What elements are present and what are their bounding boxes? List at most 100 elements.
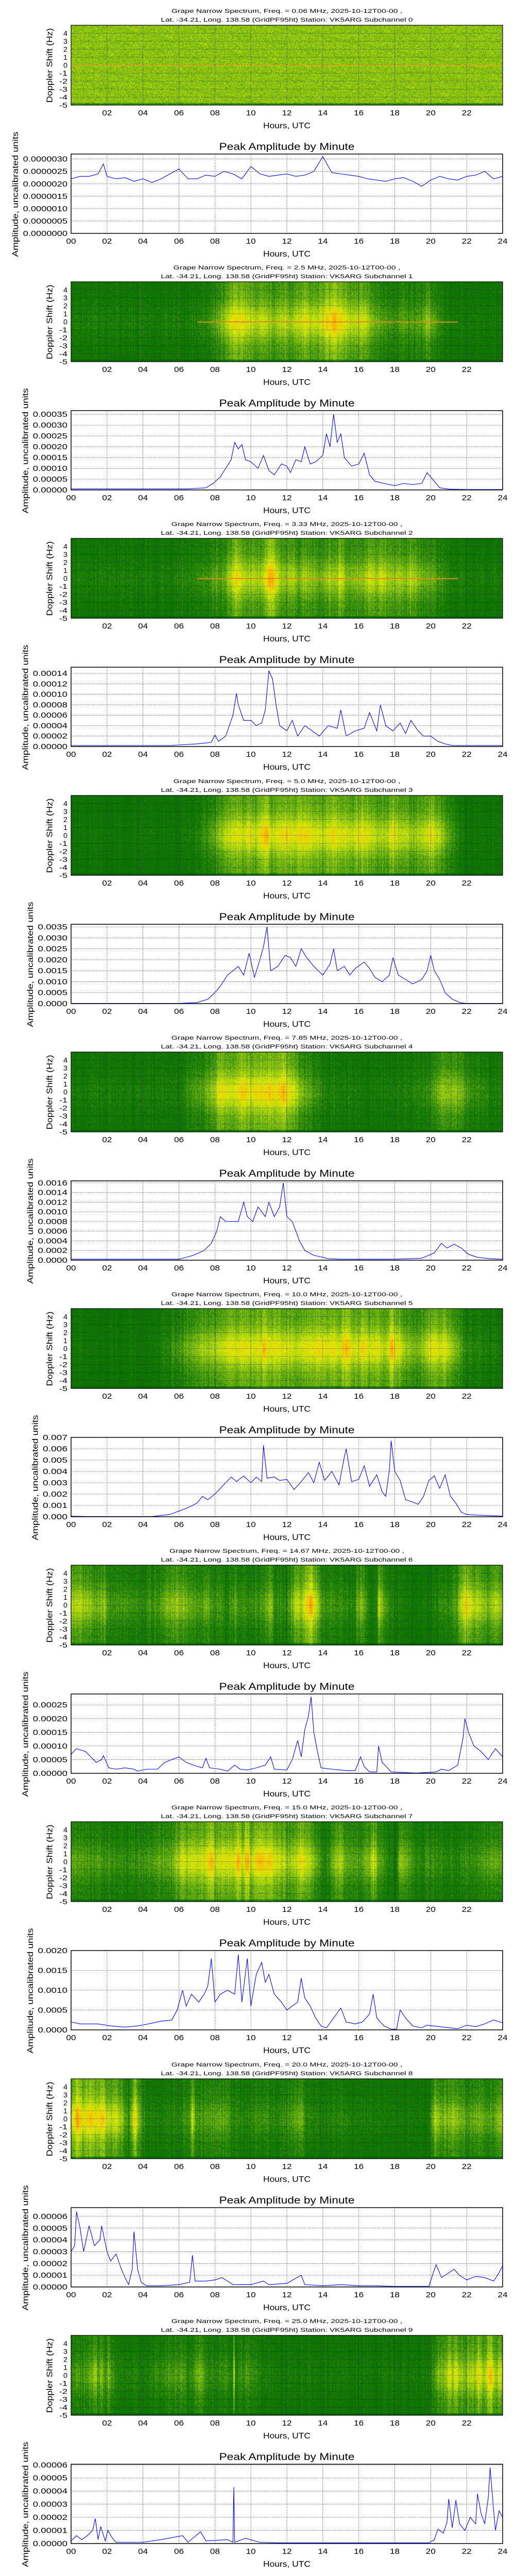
amplitude-xlabel: Hours, UTC — [263, 763, 311, 772]
amplitude-xtick-label: 06 — [174, 2291, 184, 2299]
amplitude-plot-area — [71, 1437, 503, 1517]
amplitude-xtick-label: 22 — [462, 2033, 472, 2042]
spectrogram-ytick-label: -2 — [59, 1361, 67, 1369]
spectrogram-title-line1: Grape Narrow Spectrum, Freq. = 7.85 MHz,… — [171, 1035, 402, 1041]
amplitude-xtick-label: 14 — [318, 237, 328, 246]
amplitude-xtick-label: 18 — [390, 2547, 400, 2556]
amplitude-ylabel: Amplitude, uncalibrated units — [26, 1928, 35, 2054]
spectrogram-frame — [71, 795, 503, 876]
panel-overlay: Grape Narrow Spectrum, Freq. = 3.33 MHz,… — [21, 521, 507, 772]
amplitude-plot-area — [71, 2208, 503, 2287]
spectrogram-ytick-label: -4 — [59, 1633, 67, 1641]
spectrogram-frame — [71, 1308, 503, 1389]
spectrogram-xtick-label: 14 — [318, 2162, 328, 2171]
amplitude-xtick-label: 04 — [138, 1777, 148, 1786]
spectrogram-xtick-label: 14 — [318, 622, 328, 631]
amplitude-xtick-label: 08 — [210, 237, 220, 246]
subchannel-panel: Grape Narrow Spectrum, Freq. = 3.33 MHz,… — [0, 513, 515, 772]
spectrogram-ytick-label: 1 — [63, 1336, 67, 1345]
amplitude-ytick-label: 0.00001 — [33, 2527, 67, 2535]
amplitude-title: Peak Amplitude by Minute — [219, 655, 355, 666]
amplitude-xtick-label: 18 — [390, 1264, 400, 1273]
spectrogram-ytick-label: 1 — [63, 566, 67, 574]
amplitude-series-line — [71, 2467, 503, 2544]
spectrogram-xtick-label: 20 — [426, 109, 436, 117]
amplitude-plot-area — [71, 411, 503, 490]
amplitude-xtick-label: 04 — [138, 237, 148, 246]
spectrogram-ytick-label: -2 — [59, 2131, 67, 2139]
amplitude-ytick-label: 0.0015 — [38, 967, 67, 975]
amplitude-frame — [71, 2207, 503, 2287]
spectrogram-xtick-label: 18 — [390, 2162, 400, 2171]
spectrogram-xtick-label: 12 — [282, 2419, 292, 2428]
spectrogram-ytick-label: -3 — [59, 2139, 67, 2147]
amplitude-plot-area — [71, 924, 503, 1004]
spectrogram-xtick-label: 02 — [102, 1649, 112, 1657]
spectrogram-ytick-label: 4 — [63, 1056, 67, 1064]
spectrogram-frame — [71, 1565, 503, 1646]
amplitude-xtick-label: 24 — [498, 2033, 508, 2042]
spectrogram-ytick-label: 4 — [63, 1313, 67, 1321]
spectrogram-xtick-label: 10 — [246, 1649, 256, 1657]
spectrogram-frame — [71, 25, 503, 106]
spectrogram-ytick-label: -5 — [59, 871, 67, 879]
amplitude-xtick-label: 16 — [354, 1264, 364, 1273]
spectrogram-xtick-label: 10 — [246, 2419, 256, 2428]
spectrogram-xtick-label: 18 — [390, 365, 400, 374]
amplitude-xtick-label: 08 — [210, 750, 220, 759]
amplitude-xtick-label: 10 — [246, 2291, 256, 2299]
spectrogram-ytick-label: 0 — [63, 61, 67, 70]
subchannel-panel: Grape Narrow Spectrum, Freq. = 7.85 MHz,… — [0, 1027, 515, 1285]
amplitude-ytick-label: 0.001 — [43, 1501, 67, 1510]
amplitude-ytick-label: 0.0006 — [38, 1227, 67, 1236]
spectrogram-xtick-label: 18 — [390, 622, 400, 631]
spectrogram-xtick-label: 20 — [426, 2162, 436, 2171]
spectrogram-xtick-label: 04 — [138, 1392, 148, 1401]
spectrogram-xlabel: Hours, UTC — [263, 892, 311, 901]
amplitude-xtick-label: 00 — [66, 2547, 76, 2556]
spectrogram-xtick-label: 14 — [318, 365, 328, 374]
amplitude-ytick-label: 0.00004 — [33, 721, 67, 730]
spectrogram-ytick-label: 0 — [63, 318, 67, 326]
amplitude-xlabel: Hours, UTC — [263, 2560, 311, 2569]
amplitude-plot-area — [71, 2464, 503, 2544]
spectrogram-xtick-label: 16 — [354, 879, 364, 888]
amplitude-xtick-label: 06 — [174, 2547, 184, 2556]
amplitude-title: Peak Amplitude by Minute — [219, 2195, 355, 2206]
spectrogram-xtick-label: 06 — [174, 1392, 184, 1401]
amplitude-xtick-label: 08 — [210, 2033, 220, 2042]
amplitude-xtick-label: 22 — [462, 2547, 472, 2556]
amplitude-xtick-label: 12 — [282, 2547, 292, 2556]
amplitude-ytick-label: 0.00014 — [33, 669, 67, 678]
amplitude-ylabel: Amplitude, uncalibrated units — [21, 645, 30, 770]
amplitude-xtick-label: 16 — [354, 750, 364, 759]
amplitude-ytick-label: 0.00000 — [33, 742, 67, 751]
spectrogram-ylabel: Doppler Shift (Hz) — [46, 28, 55, 103]
amplitude-frame — [71, 154, 503, 234]
spectrogram-xtick-label: 04 — [138, 2162, 148, 2171]
amplitude-plot-area — [71, 1181, 503, 1260]
spectrogram-ytick-label: -2 — [59, 1874, 67, 1882]
amplitude-title: Peak Amplitude by Minute — [219, 1682, 355, 1692]
spectrogram-xtick-label: 16 — [354, 1649, 364, 1657]
amplitude-xtick-label: 16 — [354, 1520, 364, 1529]
amplitude-ytick-label: 0.0025 — [38, 945, 67, 954]
amplitude-xtick-label: 20 — [426, 750, 436, 759]
spectrogram-xtick-label: 02 — [102, 879, 112, 888]
amplitude-ytick-label: 0.0000005 — [23, 217, 67, 226]
spectrogram-xtick-label: 14 — [318, 2419, 328, 2428]
amplitude-xtick-label: 04 — [138, 1520, 148, 1529]
spectrogram-xtick-label: 10 — [246, 109, 256, 117]
amplitude-ytick-label: 0.0020 — [38, 956, 67, 964]
amplitude-ytick-label: 0.00005 — [33, 1755, 67, 1764]
spectrogram-ytick-label: 0 — [63, 832, 67, 840]
amplitude-ytick-label: 0.00006 — [33, 711, 67, 720]
spectrogram-ytick-label: -4 — [59, 2403, 67, 2412]
amplitude-ytick-label: 0.00000 — [33, 1769, 67, 1778]
amplitude-ytick-label: 0.00005 — [33, 2474, 67, 2483]
spectrogram-ytick-label: 0 — [63, 1345, 67, 1353]
spectrogram-ytick-label: 3 — [63, 1577, 67, 1585]
amplitude-xtick-label: 18 — [390, 2033, 400, 2042]
amplitude-xtick-label: 22 — [462, 1520, 472, 1529]
spectrogram-xtick-label: 08 — [210, 1136, 220, 1144]
